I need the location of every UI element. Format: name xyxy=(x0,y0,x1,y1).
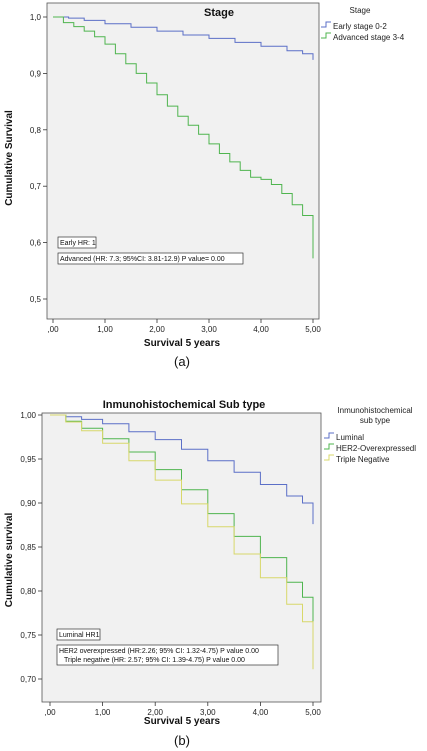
chart-b-legend-luminal: Luminal xyxy=(336,433,364,442)
chart-a-plot-area xyxy=(46,2,320,320)
chart-b-y-tick-label: 0,85 xyxy=(20,543,36,552)
chart-a-x-tick-label: 3,00 xyxy=(201,325,217,334)
chart-b-legend: Inmunohistochemical sub type Luminal HER2… xyxy=(324,406,416,464)
chart-b-annotation-box-1 xyxy=(56,628,101,641)
chart-b-y-tick-label: 1,00 xyxy=(20,411,36,420)
chart-a-x-tick-label: 1,00 xyxy=(97,325,113,334)
chart-a-legend-swatch-advanced xyxy=(321,32,331,39)
chart-b-legend-title-line: Inmunohistochemical xyxy=(337,406,412,415)
chart-b-y-tick-label: 0,80 xyxy=(20,587,36,596)
chart-b-annotations: Luminal HR1 HER2 overexpressed (HR:2.26;… xyxy=(56,628,279,666)
chart-b-legend-swatch-triple xyxy=(324,454,334,461)
chart-a-x-tick-label: 5,00 xyxy=(305,325,321,334)
chart-a-y-tick-label: 0,7 xyxy=(30,182,42,191)
chart-b-caption: (b) xyxy=(174,733,190,748)
chart-b-legend-her2: HER2-Overexpressedl xyxy=(336,444,416,453)
chart-b-axes: ,00 1,00 2,00 3,00 4,00 5,00 0,70 0,75 0,80 0,85 0… xyxy=(20,411,321,717)
chart-a-y-tick-label: 0,9 xyxy=(30,69,42,78)
chart-a-legend-advanced: Advanced stage 3-4 xyxy=(333,33,405,42)
chart-b-annotation-her2: HER2 overexpressed (HR:2.26; 95% CI: 1.3… xyxy=(59,648,259,655)
chart-b: Inmunohistochemical Sub type Cumulative … xyxy=(4,399,416,748)
chart-b-annotation-box-2 xyxy=(56,644,279,666)
chart-a-x-tick-label: ,00 xyxy=(47,325,59,334)
chart-b-x-tick-label: 5,00 xyxy=(305,708,321,717)
chart-a-y-tick-label: 0,6 xyxy=(30,239,42,248)
chart-b-series-1-line xyxy=(50,414,314,525)
chart-a-legend-title: Stage xyxy=(350,6,371,15)
chart-b-series-3-line xyxy=(50,414,314,670)
chart-a-y-tick-label: 0,5 xyxy=(30,295,42,304)
chart-b-y-tick-label: 0,70 xyxy=(20,675,36,684)
chart-a-y-tick-label: 0,8 xyxy=(30,126,42,135)
chart-b-legend-swatch-her2 xyxy=(324,443,334,450)
chart-b-ylabel: Cumulative survival xyxy=(4,513,15,608)
chart-b-x-tick-label: 3,00 xyxy=(200,708,216,717)
chart-a-x-tick-label: 2,00 xyxy=(149,325,165,334)
chart-b-x-tick-label: 1,00 xyxy=(95,708,111,717)
chart-a-annotation-box-1 xyxy=(57,236,97,249)
chart-b-series xyxy=(50,414,314,670)
chart-a-ylabel: Cumulative Survival xyxy=(4,110,15,206)
chart-b-legend-swatch-luminal xyxy=(324,432,334,439)
chart-a-annotation-box-2 xyxy=(57,252,244,265)
chart-a-legend-swatch-early xyxy=(321,21,331,28)
chart-a-legend: Stage Early stage 0-2 Advanced stage 3-4 xyxy=(321,6,405,42)
chart-a: Stage Cumulative Survival Survival 5 yea… xyxy=(4,2,405,369)
chart-a-series xyxy=(53,16,314,259)
chart-b-title: Inmunohistochemical Sub type xyxy=(103,399,266,411)
chart-b-annotation-luminal: Luminal HR1 xyxy=(59,632,100,639)
chart-b-legend-triple: Triple Negative xyxy=(336,455,390,464)
chart-a-x-tick-label: 4,00 xyxy=(253,325,269,334)
chart-b-y-tick-label: 0,90 xyxy=(20,499,36,508)
chart-a-annotations: Early HR: 1 Advanced (HR: 7.3; 95%CI: 3.… xyxy=(57,236,244,265)
chart-a-y-tick-label: 1,0 xyxy=(30,13,42,22)
chart-b-series-2-line xyxy=(50,414,314,631)
chart-a-xlabel: Survival 5 years xyxy=(144,338,221,349)
chart-a-series-1-line xyxy=(53,16,314,60)
chart-b-x-tick-label: ,00 xyxy=(44,708,56,717)
chart-a-annotation-early: Early HR: 1 xyxy=(60,240,96,247)
chart-b-y-tick-label: 0,75 xyxy=(20,631,36,640)
chart-b-legend-title: Inmunohistochemical sub type xyxy=(337,406,412,425)
chart-b-annotation-triple: Triple negative (HR: 2.57; 95% CI: 1.39-… xyxy=(64,657,245,664)
chart-a-axes: ,00 1,00 2,00 3,00 4,00 5,00 0,5 0,6 0,7 0,8 0,9 1,… xyxy=(30,13,321,334)
chart-b-xlabel: Survival 5 years xyxy=(144,716,221,727)
chart-b-x-tick-label: 4,00 xyxy=(253,708,269,717)
chart-a-legend-early: Early stage 0-2 xyxy=(333,22,387,31)
chart-a-series-2-line xyxy=(53,16,314,259)
chart-b-legend-title-line: sub type xyxy=(360,416,391,425)
chart-a-caption: (a) xyxy=(174,354,190,369)
chart-a-title: Stage xyxy=(204,7,234,19)
chart-b-y-tick-label: 0,95 xyxy=(20,455,36,464)
chart-b-x-tick-label: 2,00 xyxy=(147,708,163,717)
chart-a-annotation-advanced: Advanced (HR: 7.3; 95%CI: 3.81-12.9) P v… xyxy=(60,256,225,263)
